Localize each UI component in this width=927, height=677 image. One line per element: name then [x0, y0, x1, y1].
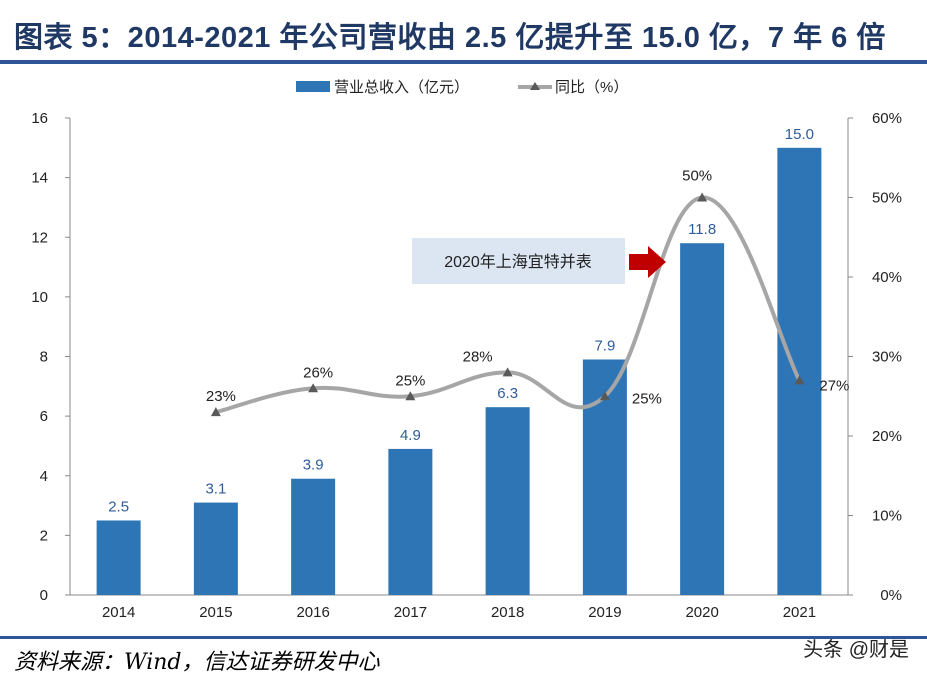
- right-tick-label: 40%: [872, 269, 902, 286]
- right-tick-label: 0%: [880, 587, 902, 604]
- legend-line-label: 同比（%）: [555, 79, 628, 96]
- bar-label: 4.9: [400, 427, 421, 444]
- bar-label: 3.1: [205, 481, 226, 498]
- bar-label: 15.0: [785, 126, 814, 143]
- right-tick-label: 50%: [872, 190, 902, 207]
- annotation-text: 2020年上海宜特并表: [444, 253, 592, 271]
- right-tick-label: 20%: [872, 428, 902, 445]
- legend-bar-swatch: [296, 81, 330, 92]
- annotation-box: [412, 238, 625, 284]
- left-tick-label: 12: [31, 229, 48, 246]
- triangle-marker: [405, 391, 416, 401]
- line-label: 25%: [395, 372, 425, 389]
- x-tick-label: 2016: [296, 604, 329, 621]
- x-tick-label: 2015: [199, 604, 232, 621]
- bar: [193, 502, 238, 595]
- line-label: 28%: [463, 348, 493, 365]
- x-tick-label: 2014: [102, 604, 135, 621]
- legend-bar-label: 营业总收入（亿元）: [334, 79, 469, 96]
- bar: [291, 478, 336, 595]
- triangle-marker: [697, 192, 708, 202]
- right-tick-label: 10%: [872, 508, 902, 525]
- left-tick-label: 6: [40, 408, 48, 425]
- left-tick-label: 4: [40, 468, 48, 485]
- bar-label: 11.8: [688, 221, 716, 238]
- line-label: 25%: [632, 390, 662, 407]
- left-tick-label: 0: [40, 587, 48, 604]
- source-note: 资料来源：Wind，信达证券研发中心: [14, 650, 380, 675]
- left-tick-label: 16: [31, 110, 48, 127]
- bar: [388, 448, 433, 595]
- left-tick-label: 10: [31, 289, 48, 306]
- bar: [96, 520, 141, 595]
- arrow-icon: [629, 246, 666, 278]
- left-tick-label: 14: [31, 170, 48, 187]
- x-tick-label: 2019: [588, 604, 621, 621]
- legend-triangle-icon: [530, 82, 540, 90]
- left-tick-label: 8: [40, 349, 48, 366]
- right-tick-label: 30%: [872, 349, 902, 366]
- bar: [777, 147, 822, 595]
- triangle-marker: [794, 375, 805, 385]
- triangle-marker: [502, 367, 513, 377]
- x-tick-label: 2018: [491, 604, 524, 621]
- line-label: 50%: [682, 168, 712, 185]
- x-tick-label: 2017: [394, 604, 427, 621]
- bar-label: 6.3: [497, 385, 518, 402]
- watermark: 头条 @财是: [803, 639, 909, 661]
- line-label: 23%: [206, 388, 236, 405]
- x-tick-label: 2020: [685, 604, 718, 621]
- left-tick-label: 2: [40, 527, 48, 544]
- triangle-marker: [210, 407, 221, 417]
- line-label: 27%: [819, 377, 849, 394]
- right-tick-label: 60%: [872, 110, 902, 127]
- bar: [485, 407, 530, 595]
- x-tick-label: 2021: [783, 604, 816, 621]
- bar-label: 7.9: [594, 337, 615, 354]
- triangle-marker: [308, 383, 319, 393]
- triangle-marker: [599, 391, 610, 401]
- bar-label: 3.9: [303, 457, 324, 474]
- figure-title: 图表 5：2014-2021 年公司营收由 2.5 亿提升至 15.0 亿，7 …: [14, 22, 886, 54]
- line-label: 26%: [303, 364, 333, 381]
- title-rule: [0, 60, 927, 64]
- bar: [680, 243, 725, 595]
- footer-rule: [0, 636, 927, 639]
- yoy-line: [215, 195, 802, 415]
- bar-label: 2.5: [108, 498, 129, 515]
